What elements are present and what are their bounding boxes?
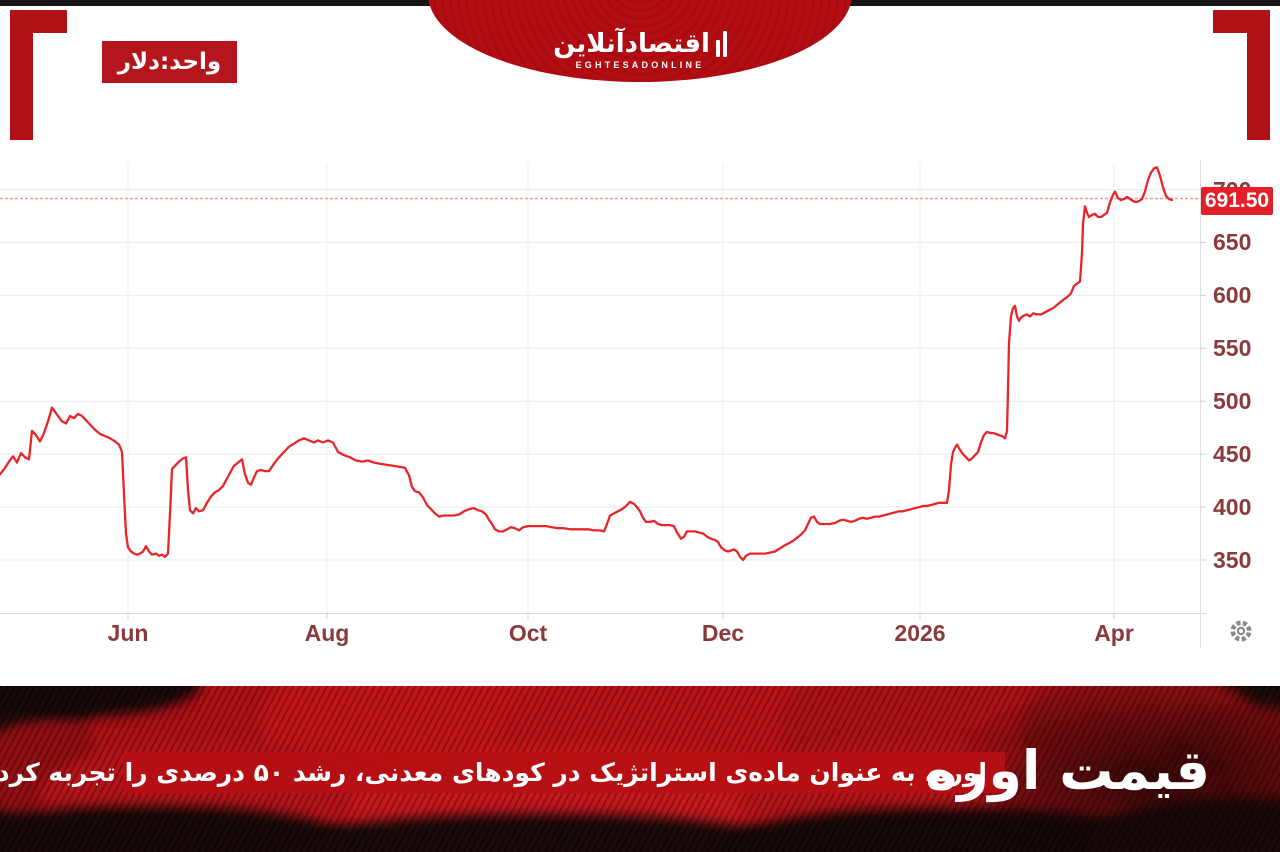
y-tick-label: 450 (1213, 441, 1252, 468)
logo-row: اقتصادآنلاین (553, 31, 727, 57)
footer-banner: اوره، به عنوان ماده‌ی استراتژیک در کودها… (0, 686, 1280, 852)
x-tick-label: Dec (701, 620, 745, 646)
unit-badge-label: واحد:دلار (117, 49, 222, 75)
x-tick-label: 2026 (894, 620, 946, 646)
subtitle-bar: اوره، به عنوان ماده‌ی استراتژیک در کودها… (0, 752, 1005, 793)
corner-bracket-right (1213, 10, 1270, 140)
settings-gear-icon[interactable] (1227, 617, 1255, 645)
gear-glyph (1230, 620, 1252, 642)
y-tick-label: 500 (1213, 388, 1252, 415)
footer-subtitle: اوره، به عنوان ماده‌ی استراتژیک در کودها… (0, 758, 987, 787)
price-line (0, 166, 1174, 562)
logo-bars-icon (715, 31, 727, 57)
x-tick-label: Oct (508, 620, 548, 646)
footer-title: قیمت اوره (925, 739, 1210, 802)
logo-persian-text: اقتصادآنلاین (553, 29, 710, 59)
x-tick-label: Jun (107, 620, 149, 646)
y-tick-label: 350 (1213, 547, 1252, 573)
price-chart[interactable]: 350400450500550600650700JunAugOctDec2026… (0, 0, 1280, 688)
last-price-value: 691.50 (1204, 189, 1270, 212)
y-tick-label: 400 (1213, 494, 1252, 521)
y-tick-label: 600 (1213, 282, 1252, 309)
corner-bracket-left (10, 10, 67, 140)
unit-badge: واحد:دلار (102, 41, 237, 83)
y-tick-label: 550 (1213, 335, 1252, 362)
logo-latin-text: EGHTESADONLINE (575, 60, 705, 70)
y-tick-label: 650 (1213, 229, 1252, 256)
x-tick-label: Apr (1094, 620, 1134, 646)
x-tick-label: Aug (304, 620, 350, 646)
title-shade (950, 686, 1280, 852)
chart-canvas[interactable] (0, 0, 1280, 688)
last-price-badge: 691.50 (1201, 187, 1273, 215)
